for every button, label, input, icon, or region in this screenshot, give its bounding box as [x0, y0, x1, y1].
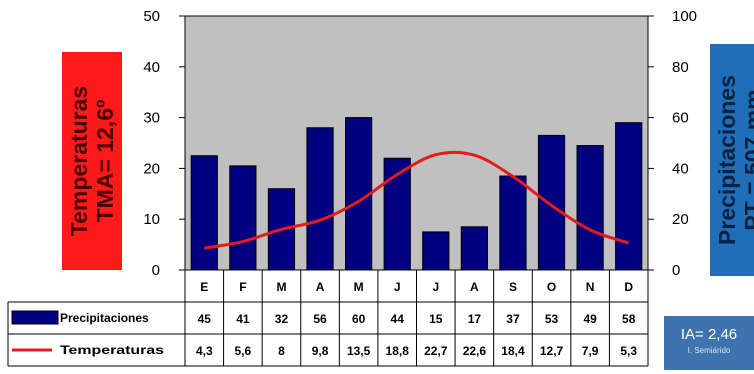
aridity-index-box: IA= 2,46 I. Semiárido — [664, 316, 754, 370]
month-label: S — [509, 280, 517, 294]
left-tick-label: 30 — [143, 110, 160, 127]
month-label: F — [239, 280, 246, 294]
data-table: E F M A M J J A S O N D Precipitaciones Temperaturas 4… — [7, 269, 649, 367]
precipitation-bar — [422, 231, 450, 271]
precipitation-bar — [460, 226, 488, 271]
precipitation-bar — [499, 175, 527, 271]
precipitation-bar — [306, 127, 334, 271]
precipitation-value: 56 — [313, 312, 327, 326]
precipitation-value: 49 — [583, 312, 597, 326]
month-label: M — [354, 280, 364, 294]
precipitation-bar — [615, 122, 643, 271]
left-tick-label: 0 — [152, 262, 160, 279]
right-tick-label: 20 — [672, 211, 689, 228]
axes: 0 10 20 30 40 50 0 20 40 60 80 100 — [143, 8, 697, 279]
aridity-index-value: IA= 2,46 — [680, 326, 738, 343]
precipitation-value: 44 — [391, 312, 405, 326]
precipitation-bar — [537, 134, 566, 271]
precipitation-value: 37 — [506, 312, 520, 326]
right-tick-label: 0 — [672, 262, 680, 279]
precipitation-axis-label-box: Precipitaciones PT = 507 mm — [710, 44, 754, 276]
plot-background — [184, 15, 649, 271]
temperature-value: 7,9 — [582, 344, 599, 358]
precipitation-axis-title: Precipitaciones — [714, 74, 740, 246]
precipitation-value: 53 — [545, 312, 559, 326]
temperature-value: 13,5 — [347, 344, 371, 358]
left-tick-label: 20 — [143, 160, 160, 177]
precipitation-bar — [345, 117, 373, 271]
month-label: E — [200, 280, 208, 294]
right-tick-label: 100 — [672, 8, 697, 25]
precipitation-value: 15 — [429, 312, 443, 326]
temperature-value: 22,7 — [424, 344, 448, 358]
precipitation-bar — [576, 145, 604, 271]
temperature-value: 22,6 — [463, 344, 487, 358]
precipitation-value: 32 — [275, 312, 289, 326]
temperature-value: 18,8 — [386, 344, 410, 358]
month-label: A — [316, 280, 325, 294]
temperature-value: 9,8 — [312, 344, 329, 358]
month-label: O — [547, 280, 556, 294]
temperature-value: 12,7 — [540, 344, 564, 358]
precipitation-value: 17 — [468, 312, 482, 326]
precipitation-bar — [229, 165, 257, 271]
left-tick-label: 10 — [143, 211, 160, 228]
precipitation-total-annual: PT = 507 mm — [740, 89, 754, 231]
right-tick-label: 80 — [672, 59, 689, 76]
precipitation-bar — [190, 155, 218, 271]
month-label: D — [624, 280, 633, 294]
month-label: M — [276, 280, 286, 294]
plot-area — [184, 15, 649, 271]
month-label: J — [394, 280, 401, 294]
temperature-axis-label-box: Temperaturas TMA= 12,6º — [62, 52, 122, 270]
temperature-mean-annual: TMA= 12,6º — [92, 99, 119, 223]
right-tick-label: 40 — [672, 160, 689, 177]
right-tick-label: 60 — [672, 110, 689, 127]
temperature-line-layer — [204, 150, 630, 250]
precipitation-legend-label: Precipitaciones — [60, 311, 149, 325]
temperature-value: 4,3 — [196, 344, 213, 358]
temperature-legend-label: Temperaturas — [60, 343, 164, 357]
left-tick-label: 40 — [143, 59, 160, 76]
precipitation-value: 58 — [622, 312, 636, 326]
temperature-value: 5,6 — [235, 344, 252, 358]
precipitation-value: 41 — [236, 312, 250, 326]
temperature-value: 5,3 — [620, 344, 637, 358]
month-label: N — [586, 280, 595, 294]
left-tick-label: 50 — [143, 8, 160, 25]
temperature-value: 8 — [278, 344, 285, 358]
precipitation-legend-swatch — [11, 310, 59, 325]
temperature-line — [204, 150, 630, 250]
month-label: A — [470, 280, 479, 294]
precipitation-value: 45 — [198, 312, 212, 326]
temperature-value: 18,4 — [501, 344, 525, 358]
precipitation-value: 60 — [352, 312, 366, 326]
temperature-axis-title: Temperaturas — [66, 85, 93, 237]
aridity-index-class: I. Semiárido — [687, 346, 731, 355]
month-label: J — [432, 280, 439, 294]
precipitation-bars — [190, 117, 643, 271]
